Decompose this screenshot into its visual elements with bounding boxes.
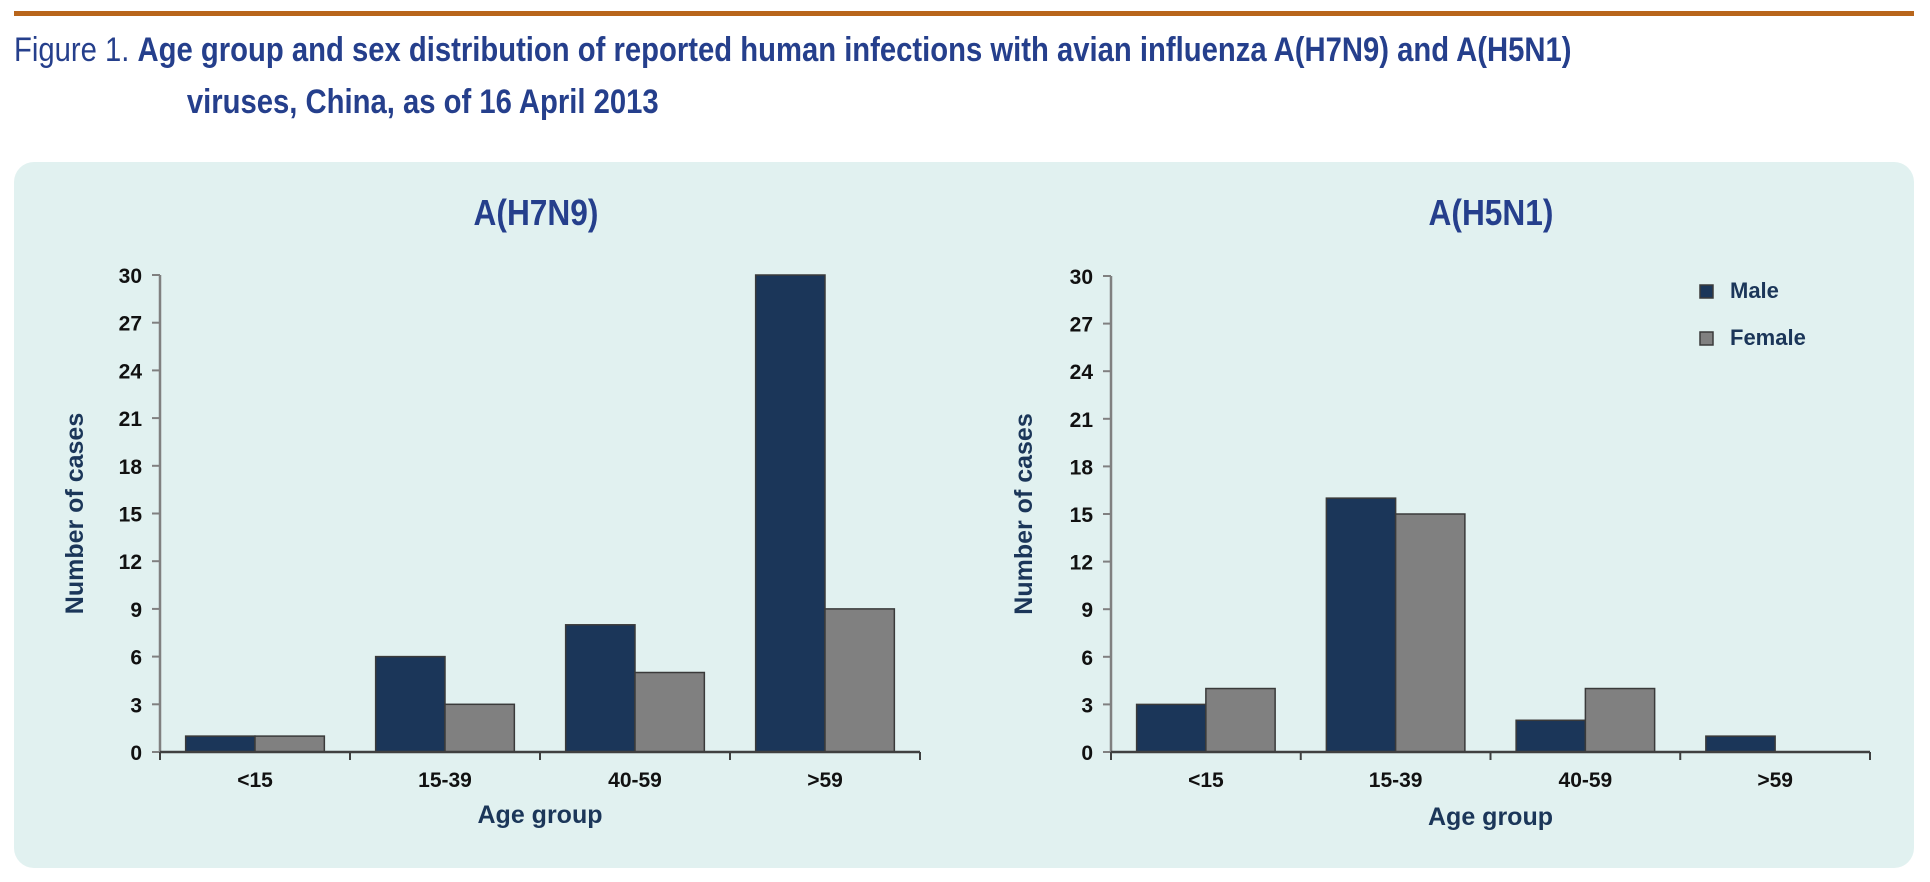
chart1-bar-female [824, 608, 896, 753]
chart1-y-tick-label: 9 [130, 599, 142, 622]
chart1-x-axis-label: Age group [478, 801, 603, 829]
chart1-y-tick-label: 6 [130, 647, 142, 670]
chart1-x-tick-label: 15-39 [418, 769, 472, 792]
figure-title-line1: Age group and sex distribution of report… [137, 31, 1572, 69]
chart1-y-tick-label: 3 [130, 694, 142, 717]
chart2-y-tick-label: 9 [1081, 599, 1093, 622]
chart1-y-tick-label: 30 [119, 265, 142, 288]
figure-title: Figure 1. Age group and sex distribution… [14, 24, 1657, 128]
chart1-bar-male [564, 624, 636, 753]
chart2-bar-female [1584, 687, 1656, 753]
chart2-x-tick-label: 40-59 [1559, 769, 1613, 792]
header-accent-bar [14, 11, 1914, 16]
chart2-x-tick-label: >59 [1757, 769, 1793, 792]
legend-swatch-female [1699, 331, 1714, 346]
chart1-y-tick-label: 24 [119, 360, 143, 383]
chart2-y-tick-label: 15 [1070, 504, 1094, 527]
chart1-y-tick-label: 21 [119, 408, 143, 431]
chart1-y-tick-label: 12 [119, 551, 142, 574]
chart1-bar-male [184, 735, 256, 753]
chart1-y-tick-label: 15 [119, 504, 143, 527]
legend-label-female: Female [1730, 325, 1806, 350]
chart1-y-tick-label: 0 [130, 742, 142, 765]
legend-swatch-male [1699, 284, 1714, 299]
chart2-x-tick-label: 15-39 [1369, 769, 1423, 792]
chart2-y-tick-label: 30 [1070, 266, 1093, 289]
chart2-x-tick-label: <15 [1188, 769, 1224, 792]
chart2-x-axis-label: Age group [1428, 803, 1553, 831]
chart1-y-tick-label: 27 [119, 313, 142, 336]
chart2-y-tick-label: 12 [1070, 552, 1093, 575]
chart1-x-tick-label: >59 [807, 769, 843, 792]
chart2-y-tick-label: 18 [1070, 456, 1094, 479]
chart2-bar-male [1135, 703, 1207, 753]
chart1-bar-female [444, 703, 516, 753]
chart1-y-tick-label: 18 [119, 456, 143, 479]
chart1-x-tick-label: <15 [237, 769, 273, 792]
chart2-bar-female [1205, 687, 1276, 753]
chart1-bar-male [374, 655, 446, 753]
chart1-y-axis-label: Number of cases [61, 413, 89, 614]
chart2-bar-female [1394, 513, 1466, 753]
chart2-y-axis-label: Number of cases [1010, 413, 1038, 614]
chart2-bar-male [1705, 735, 1776, 753]
chart1-bar-female [634, 671, 706, 753]
chart1-title: A(H7N9) [474, 193, 599, 233]
chart2-y-tick-label: 21 [1070, 409, 1094, 432]
figure-title-line2: viruses, China, as of 16 April 2013 [186, 83, 659, 121]
chart2-title: A(H5N1) [1429, 193, 1554, 233]
chart2-y-tick-label: 24 [1070, 361, 1094, 384]
chart1-x-tick-label: 40-59 [608, 769, 662, 792]
chart2-bar-male [1325, 497, 1397, 753]
chart1-bar-male [754, 274, 826, 753]
chart2-y-tick-label: 6 [1081, 647, 1093, 670]
chart2-y-tick-label: 3 [1081, 694, 1093, 717]
figure-label: Figure 1. [14, 31, 130, 69]
chart2-y-tick-label: 0 [1081, 742, 1093, 765]
chart2-bar-male [1515, 719, 1587, 753]
legend-label-male: Male [1730, 278, 1779, 303]
chart2-y-tick-label: 27 [1070, 314, 1093, 337]
chart1-bar-female [254, 735, 326, 753]
